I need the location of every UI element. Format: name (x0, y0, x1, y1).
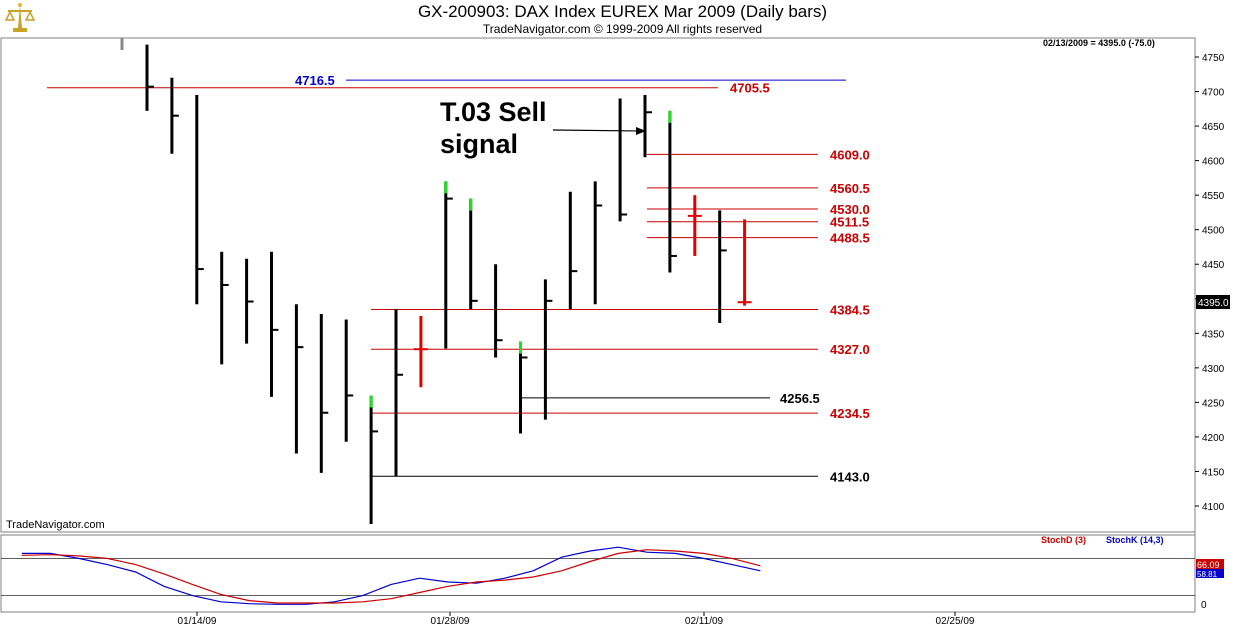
price-tick-label: 4450 (1202, 260, 1225, 271)
date-tick-label: 01/14/09 (178, 616, 217, 627)
stochastic-oscillator (1, 546, 1195, 605)
level-label: 4143.0 (830, 469, 870, 484)
price-tick-label: 4300 (1202, 364, 1225, 375)
level-label: 4488.5 (830, 231, 870, 246)
level-label: 4609.0 (830, 147, 870, 162)
chart-header: GX-200903: DAX Index EUREX Mar 2009 (Dai… (0, 0, 1245, 38)
price-tick-label: 4650 (1202, 122, 1225, 133)
stochk-value: 58.81 (1197, 570, 1218, 579)
annotation-arrow-line (552, 129, 641, 132)
price-tick-label: 4100 (1202, 502, 1225, 513)
level-label: 4384.5 (830, 302, 870, 317)
level-label: 4511.5 (830, 215, 869, 230)
chart-title: GX-200903: DAX Index EUREX Mar 2009 (Dai… (417, 2, 828, 21)
level-label: 4705.5 (730, 81, 770, 96)
date-tick-label: 01/28/09 (431, 616, 470, 627)
price-tick-label: 4500 (1202, 226, 1225, 237)
stochd-line (21, 549, 761, 604)
legend-stochk: StochK (14,3) (1106, 535, 1164, 545)
svg-text:4395.0: 4395.0 (1198, 298, 1229, 309)
sell-signal-annotation: T.03 Sell signal (440, 97, 646, 159)
copyright-text: TradeNavigator.com © 1999-2009 All right… (482, 22, 763, 36)
oscillator-legend: StochD (3) StochK (14,3) (1041, 535, 1164, 545)
legend-stochd: StochD (3) (1041, 535, 1086, 545)
trading-scales-logo-icon (4, 3, 36, 32)
date-tick-label: 02/11/09 (685, 616, 724, 627)
date-axis: 01/14/09 01/28/09 02/11/09 02/25/09 (178, 612, 975, 627)
annotation-line-2: signal (440, 129, 518, 159)
stochd-value: 66.09 (1197, 560, 1220, 570)
price-tick-label: 4600 (1202, 157, 1225, 168)
annotation-line-1: T.03 Sell (440, 97, 547, 127)
level-label: 4327.0 (830, 342, 870, 357)
level-label: 4560.5 (830, 181, 870, 196)
last-quote-text: 02/13/2009 = 4395.0 (-75.0) (1043, 38, 1155, 48)
level-lines: 4716.5 4705.5 4609.0 4560.5 4530.04511.54488… (47, 73, 870, 484)
oscillator-panel-frame (0, 534, 1196, 613)
watermark-text: TradeNavigator.com (6, 519, 105, 531)
date-tick-label: 02/25/09 (936, 616, 975, 627)
level-label: 4256.5 (780, 391, 820, 406)
level-label: 4530.0 (830, 202, 870, 217)
price-axis: 4100415042004250430043504400445045004550… (1195, 53, 1225, 513)
price-panel-frame (0, 37, 1196, 533)
level-label: 4234.5 (830, 406, 870, 421)
price-tick-label: 4550 (1202, 191, 1225, 202)
price-tick-label: 4150 (1202, 467, 1225, 478)
annotation-arrow-head-icon (636, 127, 646, 135)
price-bars (120, 38, 752, 524)
current-price-tag: 4395.0 (1196, 295, 1230, 309)
price-tick-label: 4200 (1202, 433, 1225, 444)
price-tick-label: 4700 (1202, 88, 1225, 99)
price-tick-label: 4350 (1202, 329, 1225, 340)
price-tick-label: 4250 (1202, 398, 1225, 409)
oscillator-zero-tick: 0 (1201, 600, 1207, 611)
oscillator-value-tags: 66.09 58.81 0 (1196, 559, 1224, 611)
price-tick-label: 4750 (1202, 53, 1225, 64)
level-label: 4716.5 (295, 73, 335, 88)
